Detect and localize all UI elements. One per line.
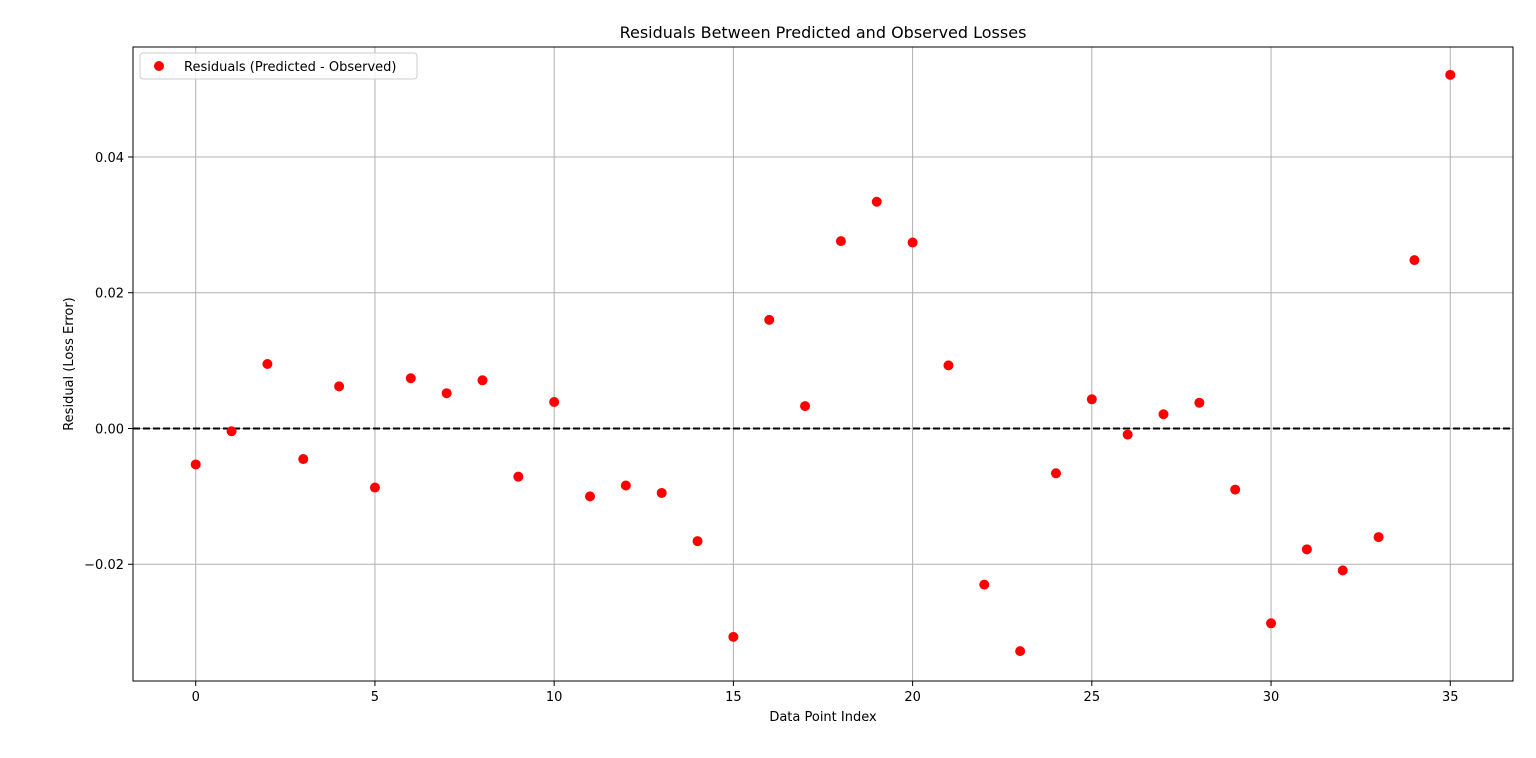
residual-point — [1373, 532, 1384, 543]
residual-point — [226, 426, 237, 437]
residual-point — [1445, 69, 1456, 80]
residual-point — [656, 487, 667, 498]
y-axis-label: Residual (Loss Error) — [62, 297, 77, 431]
residual-point — [1301, 544, 1312, 555]
residual-point — [620, 480, 631, 491]
residual-point — [477, 375, 488, 386]
x-tick-label: 25 — [1084, 690, 1101, 705]
legend-marker — [154, 61, 164, 71]
residual-point — [190, 459, 201, 470]
residual-point — [1337, 565, 1348, 576]
plot-background — [133, 47, 1513, 681]
residual-point — [1122, 429, 1133, 440]
x-axis-label: Data Point Index — [769, 710, 877, 725]
residual-point — [979, 579, 990, 590]
residual-point — [405, 373, 416, 384]
chart-title: Residuals Between Predicted and Observed… — [620, 23, 1027, 42]
residual-point — [692, 536, 703, 547]
y-tick-label: 0.02 — [95, 287, 124, 302]
x-tick-label: 15 — [725, 690, 742, 705]
x-tick-label: 35 — [1442, 690, 1459, 705]
residual-point — [1158, 409, 1169, 420]
residual-point — [441, 388, 452, 399]
residual-point — [1086, 394, 1097, 405]
x-tick-label: 10 — [546, 690, 563, 705]
residual-point — [369, 482, 380, 493]
x-tick-label: 30 — [1263, 690, 1280, 705]
residual-point — [835, 236, 846, 247]
x-tick-label: 0 — [192, 690, 200, 705]
residual-point — [1050, 468, 1061, 479]
y-axis-ticks: −0.02 0.00 0.02 0.04 — [84, 151, 133, 573]
residual-point — [943, 360, 954, 371]
legend: Residuals (Predicted - Observed) — [139, 52, 418, 80]
y-tick-label: 0.00 — [95, 422, 124, 437]
y-tick-label: 0.04 — [95, 151, 124, 166]
legend-label: Residuals (Predicted - Observed) — [184, 60, 396, 75]
residual-point — [262, 359, 273, 369]
residual-point — [1194, 397, 1205, 408]
x-tick-label: 20 — [904, 690, 921, 705]
y-tick-label: −0.02 — [84, 558, 124, 573]
residual-point — [728, 631, 739, 642]
x-tick-label: 5 — [371, 690, 379, 705]
residual-point — [513, 471, 524, 482]
residual-point — [1409, 255, 1420, 266]
residual-point — [549, 397, 560, 408]
x-axis-ticks: 0 5 10 15 20 25 30 35 — [192, 681, 1459, 705]
residual-point — [585, 491, 596, 502]
residual-point — [1015, 646, 1026, 657]
plot-frame — [132, 46, 1514, 682]
residual-point — [764, 314, 775, 325]
residual-point — [1266, 618, 1277, 629]
residual-point — [298, 454, 309, 465]
residual-point — [334, 381, 345, 392]
data-points — [190, 69, 1456, 657]
residual-point — [800, 401, 811, 412]
residual-point — [907, 237, 918, 248]
legend-box — [139, 52, 418, 80]
residual-point — [1230, 484, 1241, 495]
residual-point — [871, 196, 882, 207]
